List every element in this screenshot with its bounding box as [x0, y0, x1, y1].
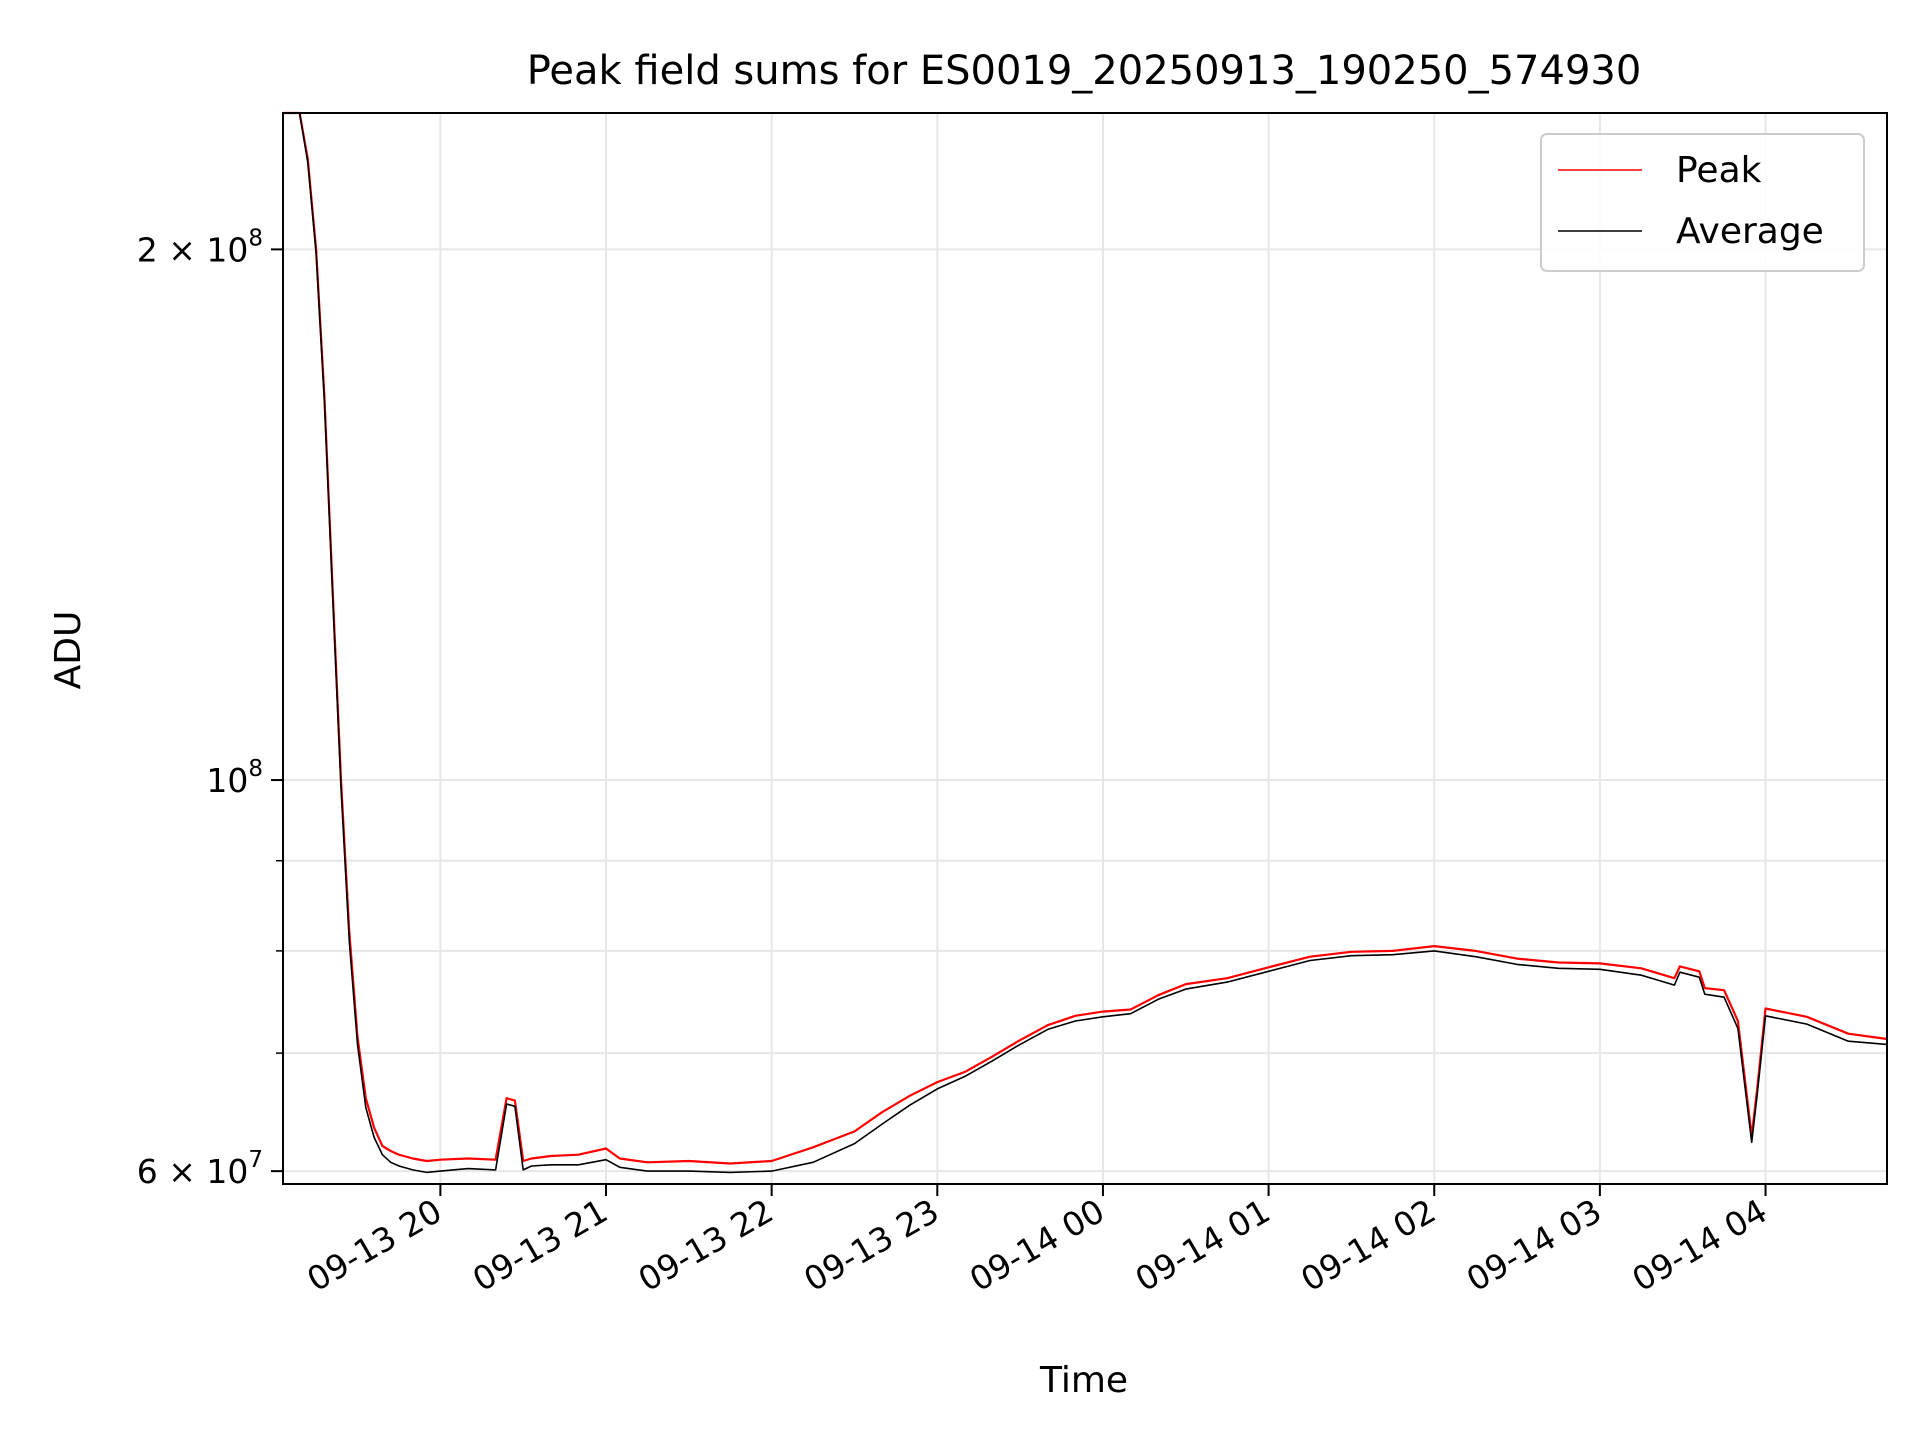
series-line-average — [283, 112, 1888, 1174]
plot-frame — [282, 112, 1888, 1185]
y-axis: 6 × 107 108 2 × 108 — [137, 225, 283, 1191]
chart-title: Peak field sums for ES0019_20250913_1902… — [527, 48, 1642, 94]
legend-label-peak: Peak — [1676, 150, 1762, 191]
y-tick-label: 108 — [206, 756, 263, 800]
grid — [283, 113, 1887, 1184]
y-tick-label: 2 × 108 — [137, 225, 263, 269]
y-axis-label: ADU — [48, 611, 89, 690]
x-axis-label: Time — [1039, 1360, 1128, 1401]
series-line-peak — [283, 111, 1888, 1165]
legend: Peak Average — [1540, 133, 1865, 272]
legend-label-average: Average — [1676, 211, 1824, 252]
plot-series — [283, 111, 1888, 1174]
y-tick-label: 6 × 107 — [137, 1147, 263, 1191]
legend-box — [1540, 133, 1865, 272]
